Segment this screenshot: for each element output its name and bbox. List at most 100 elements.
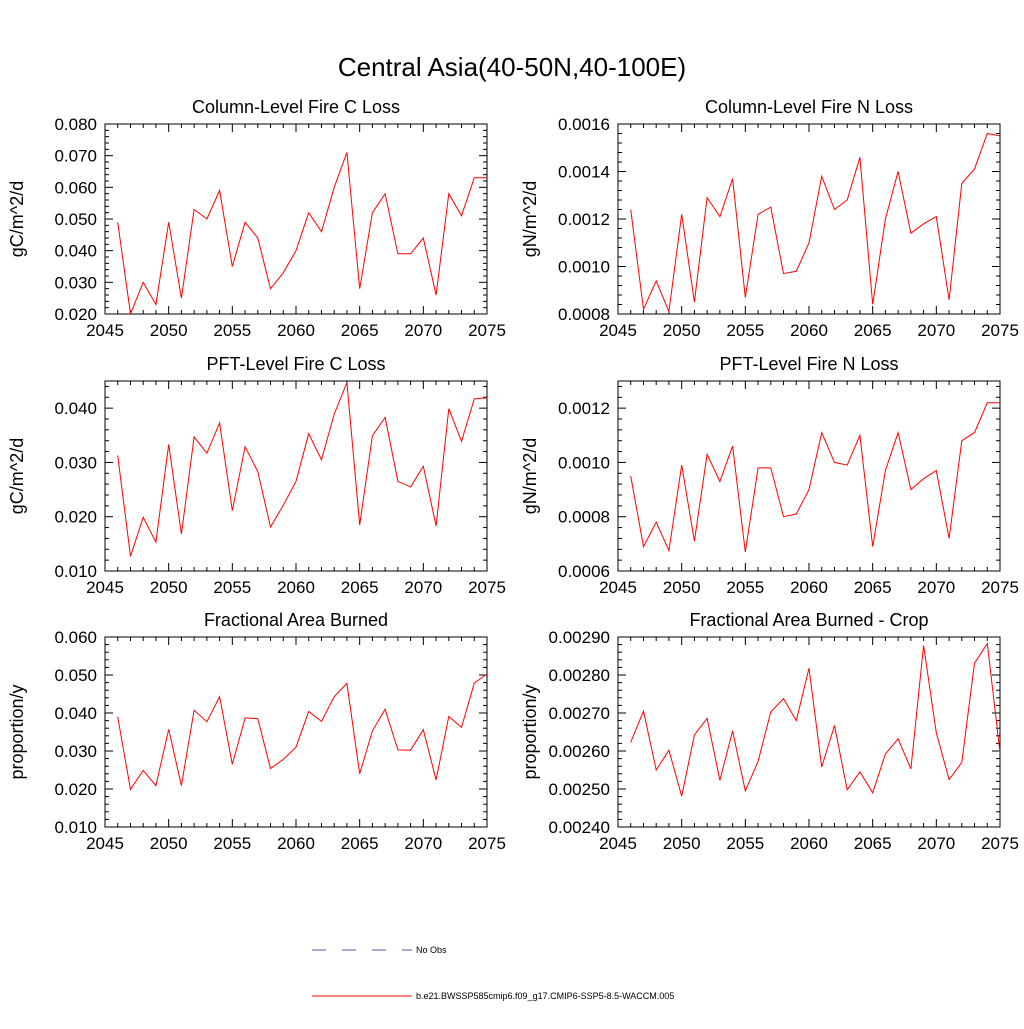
x-tick-label: 2050 xyxy=(150,834,188,853)
y-tick-label: 0.00250 xyxy=(549,780,610,799)
y-tick-label: 0.020 xyxy=(54,780,97,799)
x-tick-label: 2065 xyxy=(854,578,892,597)
plot-frame xyxy=(617,636,1001,828)
y-axis-label: proportion/y xyxy=(7,684,27,779)
chart-title: PFT-Level Fire N Loss xyxy=(719,354,898,374)
x-tick-label: 2060 xyxy=(277,578,315,597)
x-tick-label: 2070 xyxy=(404,321,442,340)
x-tick-label: 2070 xyxy=(404,578,442,597)
y-tick-label: 0.050 xyxy=(54,666,97,685)
y-tick-label: 0.040 xyxy=(54,399,97,418)
y-tick-label: 0.0014 xyxy=(558,163,610,182)
chart-panel-1: Column-Level Fire N Loss 2045 2050 2055 2060… xyxy=(520,97,1019,340)
x-tick-label: 2050 xyxy=(150,578,188,597)
x-tick-label: 2060 xyxy=(277,321,315,340)
figure-title: Central Asia(40-50N,40-100E) xyxy=(338,52,686,82)
x-tick-label: 2065 xyxy=(341,578,379,597)
chart-title: PFT-Level Fire C Loss xyxy=(206,354,385,374)
y-tick-label: 0.00280 xyxy=(549,666,610,685)
x-tick-label: 2045 xyxy=(86,578,124,597)
y-tick-label: 0.0008 xyxy=(558,305,610,324)
y-tick-label: 0.020 xyxy=(54,508,97,527)
chart-title: Column-Level Fire N Loss xyxy=(705,97,913,117)
chart-panel-5: Fractional Area Burned - Crop 2045 2050 205… xyxy=(520,610,1019,853)
x-tick-label: 2050 xyxy=(663,834,701,853)
legend: No Obs b.e21.BWSSP585cmip6.f09_g17.CMIP6-… xyxy=(312,945,674,1001)
y-tick-label: 0.0012 xyxy=(558,210,610,229)
plot-frame xyxy=(617,380,1001,572)
series-line-0 xyxy=(117,382,487,557)
x-tick-label: 2050 xyxy=(150,321,188,340)
chart-title: Fractional Area Burned xyxy=(204,610,388,630)
x-tick-label: 2075 xyxy=(468,834,506,853)
x-tick-label: 2060 xyxy=(790,834,828,853)
x-tick-label: 2055 xyxy=(726,578,764,597)
y-tick-label: 0.00270 xyxy=(549,704,610,723)
y-tick-label: 0.040 xyxy=(54,704,97,723)
y-tick-label: 0.010 xyxy=(54,818,97,837)
plot-frame xyxy=(104,636,488,828)
x-tick-label: 2075 xyxy=(981,834,1019,853)
y-tick-label: 0.050 xyxy=(54,210,97,229)
chart-panel-0: Column-Level Fire C Loss 2045 2050 2055 2060… xyxy=(7,97,506,340)
y-axis-label: gN/m^2/d xyxy=(520,438,540,514)
panels: Column-Level Fire C Loss 2045 2050 2055 2060… xyxy=(7,97,1019,853)
x-tick-label: 2075 xyxy=(468,321,506,340)
y-tick-label: 0.070 xyxy=(54,147,97,166)
y-tick-label: 0.030 xyxy=(54,453,97,472)
x-tick-label: 2055 xyxy=(726,834,764,853)
y-axis-label: gC/m^2/d xyxy=(7,181,27,257)
x-tick-label: 2045 xyxy=(86,321,124,340)
x-tick-label: 2060 xyxy=(790,321,828,340)
x-tick-label: 2070 xyxy=(917,578,955,597)
y-tick-label: 0.020 xyxy=(54,305,97,324)
x-tick-label: 2060 xyxy=(790,578,828,597)
y-tick-label: 0.0012 xyxy=(558,399,610,418)
series-line-0 xyxy=(117,673,487,791)
x-tick-label: 2045 xyxy=(86,834,124,853)
series-line-0 xyxy=(630,402,1000,553)
chart-panel-3: PFT-Level Fire N Loss 2045 2050 2055 2060 206… xyxy=(520,354,1019,597)
y-tick-label: 0.030 xyxy=(54,273,97,292)
y-axis-label: gC/m^2/d xyxy=(7,438,27,514)
legend-label-0: No Obs xyxy=(416,945,447,955)
y-tick-label: 0.0010 xyxy=(558,258,610,277)
y-tick-label: 0.00240 xyxy=(549,818,610,837)
y-tick-label: 0.00290 xyxy=(549,628,610,647)
y-tick-label: 0.00260 xyxy=(549,742,610,761)
y-tick-label: 0.060 xyxy=(54,628,97,647)
x-tick-label: 2045 xyxy=(599,578,637,597)
plot-frame xyxy=(617,123,1001,315)
plot-frame xyxy=(104,380,488,572)
x-tick-label: 2070 xyxy=(917,834,955,853)
y-tick-label: 0.0006 xyxy=(558,562,610,581)
x-tick-label: 2045 xyxy=(599,834,637,853)
y-tick-label: 0.030 xyxy=(54,742,97,761)
y-tick-label: 0.0010 xyxy=(558,453,610,472)
x-tick-label: 2055 xyxy=(213,578,251,597)
x-tick-label: 2065 xyxy=(341,321,379,340)
series-line-0 xyxy=(630,642,1000,797)
x-tick-label: 2065 xyxy=(341,834,379,853)
x-tick-label: 2050 xyxy=(663,578,701,597)
series-line-0 xyxy=(117,152,487,314)
chart-panel-4: Fractional Area Burned 2045 2050 2055 2060 20… xyxy=(7,610,506,853)
x-tick-label: 2055 xyxy=(213,834,251,853)
x-tick-label: 2050 xyxy=(663,321,701,340)
x-tick-label: 2055 xyxy=(213,321,251,340)
x-tick-label: 2070 xyxy=(404,834,442,853)
y-tick-label: 0.0016 xyxy=(558,115,610,134)
x-tick-label: 2070 xyxy=(917,321,955,340)
plot-frame xyxy=(104,123,488,315)
y-axis-label: gN/m^2/d xyxy=(520,181,540,257)
y-axis-label: proportion/y xyxy=(520,684,540,779)
chart-title: Column-Level Fire C Loss xyxy=(192,97,400,117)
y-tick-label: 0.080 xyxy=(54,115,97,134)
x-tick-label: 2065 xyxy=(854,834,892,853)
y-tick-label: 0.060 xyxy=(54,178,97,197)
x-tick-label: 2045 xyxy=(599,321,637,340)
x-tick-label: 2055 xyxy=(726,321,764,340)
x-tick-label: 2065 xyxy=(854,321,892,340)
